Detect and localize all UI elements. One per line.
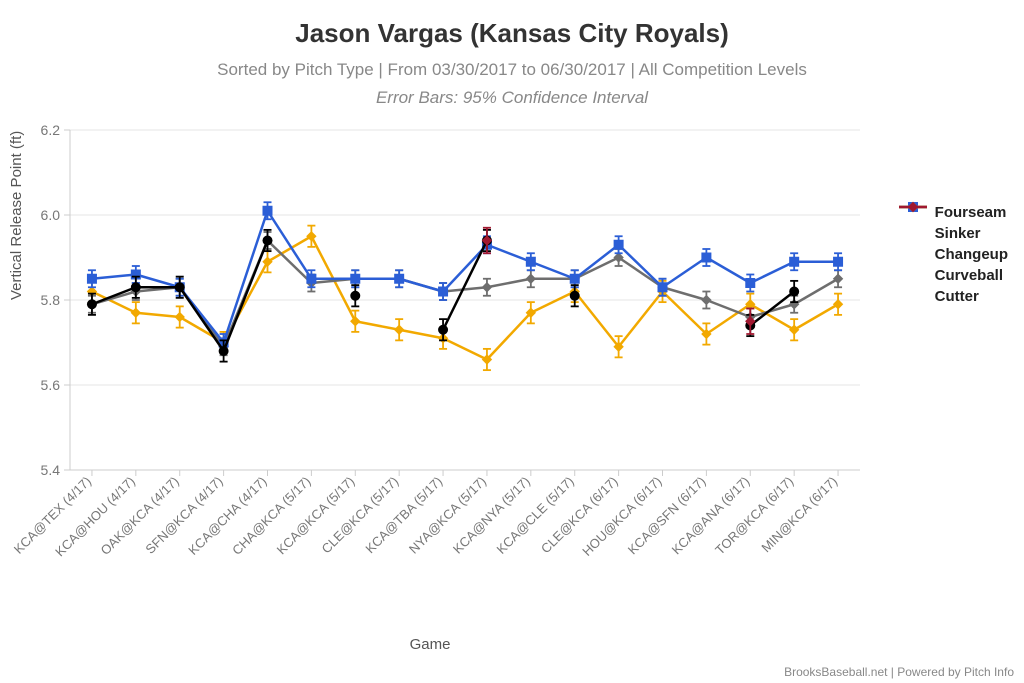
- svg-text:KCA@ANA (6/17): KCA@ANA (6/17): [669, 474, 753, 558]
- legend-label: Curveball: [935, 267, 1003, 284]
- svg-text:CHA@KCA (5/17): CHA@KCA (5/17): [229, 474, 313, 558]
- x-axis-label: Game: [0, 636, 860, 653]
- svg-text:5.6: 5.6: [41, 377, 61, 393]
- legend-label: Cutter: [935, 288, 979, 305]
- svg-text:6.0: 6.0: [41, 207, 61, 223]
- legend-swatch: [899, 290, 927, 304]
- svg-text:KCA@NYA (5/17): KCA@NYA (5/17): [450, 474, 533, 557]
- svg-text:TOR@KCA (6/17): TOR@KCA (6/17): [712, 474, 796, 558]
- svg-text:SFN@KCA (4/17): SFN@KCA (4/17): [142, 474, 225, 557]
- svg-text:6.2: 6.2: [41, 122, 61, 138]
- svg-text:MIN@KCA (6/17): MIN@KCA (6/17): [758, 474, 840, 556]
- svg-text:KCA@HOU (4/17): KCA@HOU (4/17): [52, 474, 138, 560]
- svg-text:KCA@KCA (5/17): KCA@KCA (5/17): [274, 474, 358, 558]
- legend-item[interactable]: Curveball: [899, 267, 1008, 284]
- svg-text:KCA@CHA (4/17): KCA@CHA (4/17): [185, 474, 269, 558]
- legend-item[interactable]: Cutter: [899, 288, 1008, 305]
- svg-text:CLE@KCA (5/17): CLE@KCA (5/17): [319, 474, 402, 557]
- svg-text:CLE@KCA (6/17): CLE@KCA (6/17): [538, 474, 621, 557]
- legend-label: Changeup: [935, 246, 1008, 263]
- legend-swatch: [899, 269, 927, 283]
- svg-text:KCA@TBA (5/17): KCA@TBA (5/17): [362, 474, 445, 557]
- svg-text:KCA@TEX (4/17): KCA@TEX (4/17): [11, 474, 94, 557]
- legend-swatch: [899, 227, 927, 241]
- svg-text:KCA@CLE (5/17): KCA@CLE (5/17): [494, 474, 577, 557]
- legend-item[interactable]: Sinker: [899, 225, 1008, 242]
- legend-item[interactable]: Changeup: [899, 246, 1008, 263]
- legend: Fourseam Sinker Changeup Curveball Cutter: [899, 200, 1008, 309]
- plot-area: 5.4 5.6 5.8 6.0 6.2 KCA@TEX (4/17)KCA@HOU (4/…: [0, 0, 1024, 683]
- legend-label: Sinker: [935, 225, 981, 242]
- svg-text:5.8: 5.8: [41, 292, 61, 308]
- svg-text:KCA@SFN (6/17): KCA@SFN (6/17): [625, 474, 709, 558]
- legend-swatch: [899, 248, 927, 262]
- svg-text:NYA@KCA (5/17): NYA@KCA (5/17): [406, 474, 489, 557]
- credit-text: BrooksBaseball.net | Powered by Pitch In…: [784, 665, 1014, 679]
- svg-text:HOU@KCA (6/17): HOU@KCA (6/17): [579, 474, 664, 559]
- chart-container: Jason Vargas (Kansas City Royals) Sorted…: [0, 0, 1024, 683]
- svg-text:OAK@KCA (4/17): OAK@KCA (4/17): [98, 474, 182, 558]
- legend-label: Fourseam: [935, 204, 1007, 221]
- svg-text:5.4: 5.4: [41, 462, 61, 478]
